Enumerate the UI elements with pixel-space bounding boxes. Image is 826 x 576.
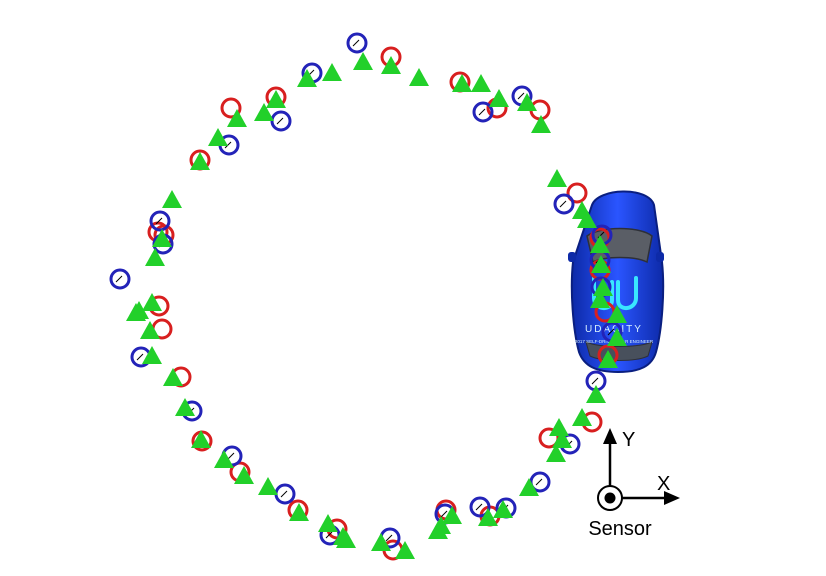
estimate-marker bbox=[227, 109, 247, 127]
velocity-arrow bbox=[352, 39, 360, 47]
estimate-marker bbox=[531, 115, 551, 133]
estimate-marker bbox=[549, 418, 569, 436]
estimate-marker bbox=[190, 152, 210, 170]
lidar-measurement-marker bbox=[553, 193, 575, 215]
sensor-label: Sensor bbox=[588, 518, 652, 540]
estimate-marker bbox=[593, 278, 613, 296]
sensor-dot bbox=[604, 492, 616, 504]
measurement-markers bbox=[109, 32, 627, 561]
estimate-marker bbox=[163, 368, 183, 386]
estimate-marker bbox=[162, 190, 182, 208]
velocity-arrow bbox=[591, 377, 599, 385]
velocity-arrow bbox=[475, 503, 483, 511]
estimate-marker bbox=[266, 90, 286, 108]
estimate-marker bbox=[322, 63, 342, 81]
estimate-marker bbox=[208, 128, 228, 146]
velocity-arrow bbox=[155, 217, 163, 225]
estimate-marker bbox=[591, 255, 611, 273]
estimate-marker bbox=[152, 229, 172, 247]
radar-measurement-marker bbox=[220, 97, 242, 119]
velocity-arrow bbox=[440, 510, 448, 518]
estimate-marker bbox=[431, 516, 451, 534]
estimate-marker bbox=[546, 444, 566, 462]
radar-measurement-marker bbox=[566, 182, 588, 204]
estimate-marker bbox=[478, 508, 498, 526]
estimate-marker bbox=[577, 210, 597, 228]
estimate-marker bbox=[547, 169, 567, 187]
velocity-arrow bbox=[280, 490, 288, 498]
estimate-marker bbox=[289, 503, 309, 521]
velocity-arrow bbox=[607, 328, 615, 336]
estimate-marker bbox=[353, 52, 373, 70]
estimate-marker bbox=[140, 321, 160, 339]
x-axis-label: X bbox=[657, 473, 670, 495]
estimate-marker bbox=[191, 430, 211, 448]
estimate-marker bbox=[552, 430, 572, 448]
estimate-marker bbox=[517, 93, 537, 111]
estimate-marker bbox=[607, 328, 627, 346]
estimate-marker bbox=[519, 478, 539, 496]
estimate-marker bbox=[572, 408, 592, 426]
estimate-marker bbox=[409, 68, 429, 86]
estimate-marker bbox=[371, 533, 391, 551]
estimate-marker bbox=[258, 477, 278, 495]
velocity-arrow bbox=[224, 141, 232, 149]
velocity-arrow bbox=[559, 200, 567, 208]
estimate-marker bbox=[254, 103, 274, 121]
estimate-marker bbox=[471, 74, 491, 92]
velocity-arrow bbox=[517, 92, 525, 100]
lidar-measurement-marker bbox=[472, 101, 494, 123]
velocity-arrow bbox=[535, 478, 543, 486]
estimate-marker bbox=[175, 398, 195, 416]
y-axis-label: Y bbox=[622, 429, 635, 451]
estimate-marker bbox=[452, 74, 472, 92]
estimate-marker bbox=[590, 235, 610, 253]
estimate-marker bbox=[336, 530, 356, 548]
velocity-arrow bbox=[276, 117, 284, 125]
lidar-measurement-marker bbox=[149, 210, 171, 232]
estimate-marker bbox=[142, 346, 162, 364]
estimate-marker bbox=[297, 69, 317, 87]
car-mirror-right bbox=[656, 252, 664, 262]
estimate-marker bbox=[586, 385, 606, 403]
sensor-frame: Y X Sensor bbox=[588, 428, 680, 540]
velocity-arrow bbox=[227, 452, 235, 460]
estimate-marker bbox=[142, 293, 162, 311]
estimate-marker bbox=[381, 56, 401, 74]
estimate-marker bbox=[234, 466, 254, 484]
lidar-measurement-marker bbox=[469, 496, 491, 518]
lidar-measurement-marker bbox=[109, 268, 131, 290]
estimate-marker bbox=[590, 290, 610, 308]
estimate-marker bbox=[145, 248, 165, 266]
velocity-arrow bbox=[115, 275, 123, 283]
velocity-arrow bbox=[385, 534, 393, 542]
estimate-marker bbox=[489, 89, 509, 107]
estimate-marker bbox=[598, 350, 618, 368]
lidar-measurement-marker bbox=[274, 483, 296, 505]
estimate-marker bbox=[214, 450, 234, 468]
estimate-marker bbox=[607, 305, 627, 323]
velocity-arrow bbox=[478, 108, 486, 116]
velocity-arrow bbox=[325, 531, 333, 539]
estimate-marker bbox=[126, 303, 146, 321]
estimate-marker bbox=[493, 500, 513, 518]
estimate-marker bbox=[318, 514, 338, 532]
x-axis-arrowhead bbox=[664, 491, 680, 505]
estimate-marker bbox=[442, 506, 462, 524]
lidar-measurement-marker bbox=[346, 32, 368, 54]
car-mirror-left bbox=[568, 252, 576, 262]
estimate-marker bbox=[395, 541, 415, 559]
lidar-measurement-marker bbox=[270, 110, 292, 132]
velocity-arrow bbox=[136, 353, 144, 361]
y-axis-arrowhead bbox=[603, 428, 617, 444]
